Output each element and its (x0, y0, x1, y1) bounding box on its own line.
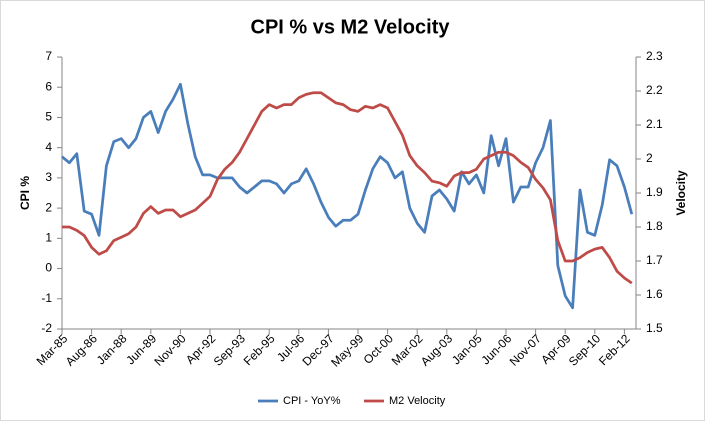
y-tick-label: 7 (45, 49, 52, 63)
y2-tick-label: 2.3 (646, 49, 663, 63)
y-tick-label: 6 (45, 79, 52, 93)
y2-tick-label: 1.7 (646, 253, 663, 267)
y-tick-label: -1 (41, 291, 52, 305)
series-line (62, 91, 633, 285)
y-tick-label: 2 (45, 200, 52, 214)
y2-tick-label: 2.2 (646, 83, 663, 97)
y2-tick-label: 1.9 (646, 185, 663, 199)
y-tick-label: 5 (45, 110, 52, 124)
y-tick-label: 1 (45, 231, 52, 245)
y2-axis-title: Velocity (674, 170, 688, 216)
y2-tick-label: 1.6 (646, 287, 663, 301)
legend-label: M2 Velocity (389, 395, 446, 407)
y2-tick-label: 2.1 (646, 117, 663, 131)
series-line (61, 82, 634, 310)
y2-tick-label: 1.8 (646, 219, 663, 233)
y-tick-label: -2 (41, 321, 52, 335)
y-tick-label: 4 (45, 140, 52, 154)
y-tick-label: 3 (45, 170, 52, 184)
chart-title: CPI % vs M2 Velocity (251, 16, 451, 38)
y-axis-title: CPI % (18, 176, 32, 210)
y2-tick-label: 2 (646, 151, 653, 165)
legend-label: CPI - YoY% (283, 395, 341, 407)
y2-tick-label: 1.5 (646, 321, 663, 335)
y-tick-label: 0 (45, 261, 52, 275)
